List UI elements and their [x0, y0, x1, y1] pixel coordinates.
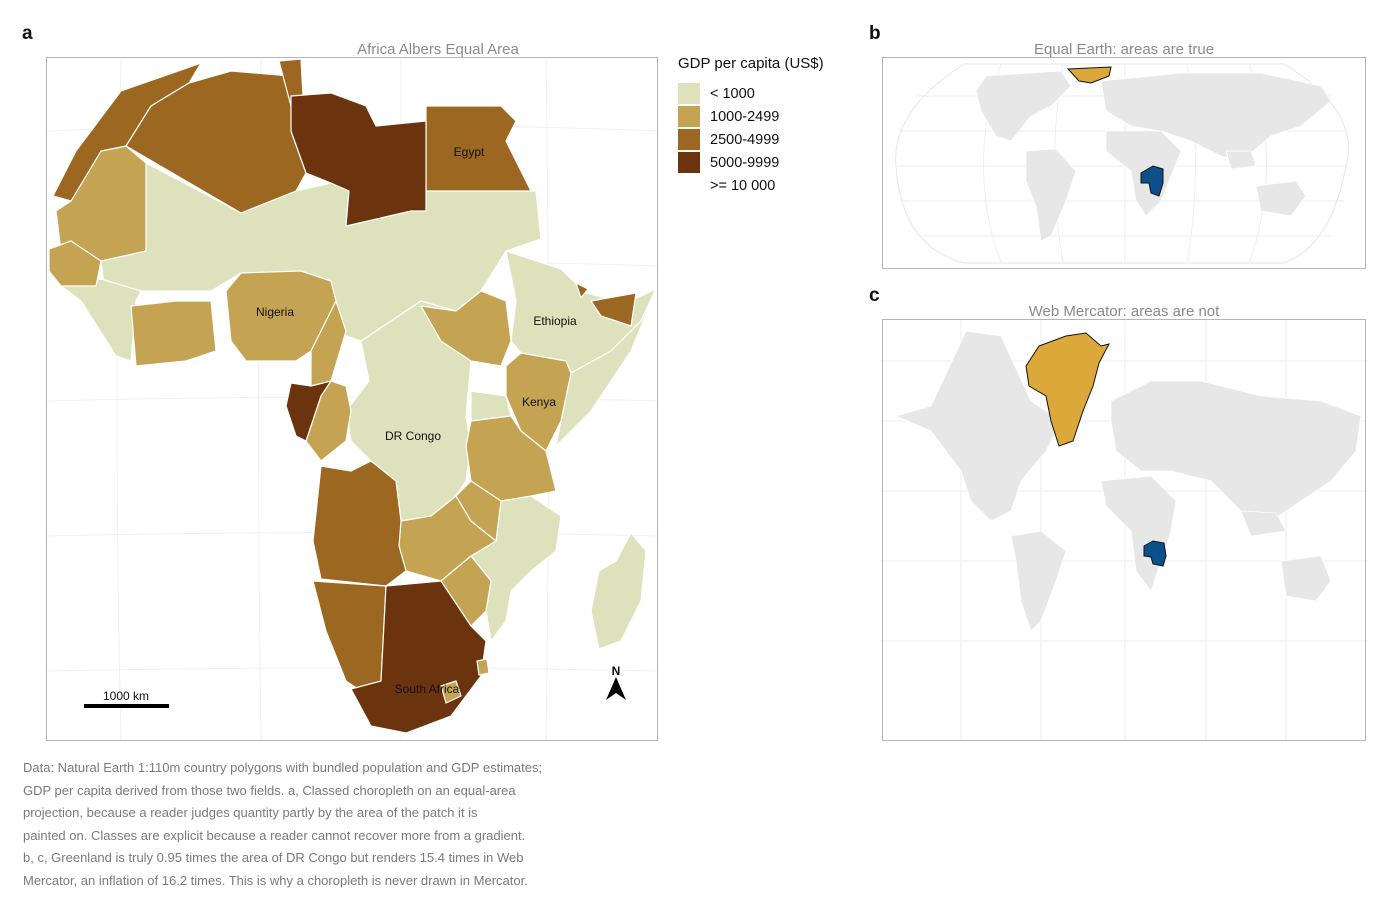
web-mercator-map	[883, 320, 1365, 740]
legend-swatch	[678, 129, 700, 150]
region-cote-ivoire-ghana	[130, 300, 217, 367]
region-west-africa-coast	[60, 278, 142, 362]
label-ethiopia: Ethiopia	[533, 314, 577, 328]
legend-swatch	[678, 106, 700, 127]
label-nigeria: Nigeria	[256, 305, 294, 319]
dr-congo-highlight	[1140, 165, 1164, 197]
equal-earth-map	[895, 63, 1349, 264]
legend-label: 5000-9999	[710, 154, 780, 171]
region-madagascar	[590, 532, 647, 650]
region-lesotho	[440, 680, 462, 704]
region-eritrea-dot	[575, 282, 589, 299]
africa-map-frame: Egypt Nigeria Ethiopia Kenya DR Congo So…	[46, 57, 658, 741]
region-namibia	[312, 580, 387, 692]
region-senegal	[48, 240, 102, 287]
equal-earth-outline	[895, 63, 1349, 264]
label-kenya: Kenya	[522, 395, 556, 409]
legend-item: 1000-2499	[678, 105, 824, 128]
legend-item: 5000-9999	[678, 151, 824, 174]
legend-swatch	[678, 152, 700, 173]
region-libya	[290, 92, 427, 227]
mercator-land	[894, 330, 1362, 632]
equal-earth-land	[975, 70, 1332, 242]
caption-line: Data: Natural Earth 1:110m country polyg…	[23, 760, 543, 775]
region-somaliland	[590, 292, 637, 327]
scale-bar-line	[84, 704, 169, 708]
scale-bar: 1000 km	[84, 689, 169, 708]
legend-label: < 1000	[710, 85, 755, 102]
caption-line: b, c, Greenland is truly 0.95 times the …	[23, 850, 524, 865]
region-eswatini	[476, 658, 490, 676]
legend-swatch	[678, 83, 700, 104]
label-egypt: Egypt	[454, 145, 485, 159]
label-dr-congo: DR Congo	[385, 429, 441, 443]
greenland-highlight	[1066, 66, 1112, 84]
region-gabon	[285, 380, 332, 442]
equal-earth-map-frame	[882, 57, 1366, 269]
panel-letter-a: a	[22, 23, 33, 44]
panel-letter-b: b	[869, 23, 881, 44]
scale-bar-label: 1000 km	[103, 689, 149, 703]
caption-line: painted on. Classes are explicit because…	[23, 827, 526, 843]
panel-a-title: Africa Albers Equal Area	[357, 41, 519, 58]
label-south-africa: South Africa	[395, 682, 460, 696]
legend-label: >= 10 000	[710, 177, 776, 194]
country-labels: Egypt Nigeria Ethiopia Kenya DR Congo So…	[256, 145, 577, 696]
north-arrow-icon	[606, 677, 626, 700]
region-malawi-strip	[455, 480, 502, 542]
panel-b-title: Equal Earth: areas are true	[1033, 41, 1215, 58]
caption-line: projection, because a reader judges quan…	[23, 805, 478, 820]
legend-swatch	[678, 175, 700, 196]
africa-countries	[48, 58, 657, 734]
dr-congo-highlight	[1143, 540, 1167, 567]
region-congo-west	[305, 380, 352, 462]
legend-item: 2500-4999	[678, 128, 824, 151]
figure-caption: Data: Natural Earth 1:110m country polyg…	[23, 757, 643, 892]
north-arrow: N	[606, 664, 626, 700]
web-mercator-map-frame	[882, 319, 1366, 741]
caption-line: GDP per capita derived from those two fi…	[23, 782, 516, 798]
legend-item: < 1000	[678, 82, 824, 105]
panel-letter-c: c	[869, 285, 880, 306]
greenland-highlight	[1025, 332, 1110, 447]
region-kenya	[505, 352, 572, 452]
region-angola	[312, 460, 407, 587]
region-tanzania	[465, 415, 557, 502]
legend-label: 2500-4999	[710, 131, 780, 148]
north-arrow-label: N	[612, 664, 621, 678]
panel-c-title: Web Mercator: areas are not	[1028, 303, 1220, 320]
legend-item: >= 10 000	[678, 174, 824, 197]
caption-line: Mercator, an inflation of 16.2 times. Th…	[23, 872, 528, 888]
region-south-sudan	[420, 290, 512, 367]
legend: GDP per capita (US$) < 1000 1000-2499 25…	[678, 55, 824, 197]
legend-title: GDP per capita (US$)	[678, 55, 824, 72]
africa-map: Egypt Nigeria Ethiopia Kenya DR Congo So…	[47, 58, 657, 740]
legend-label: 1000-2499	[710, 108, 780, 125]
